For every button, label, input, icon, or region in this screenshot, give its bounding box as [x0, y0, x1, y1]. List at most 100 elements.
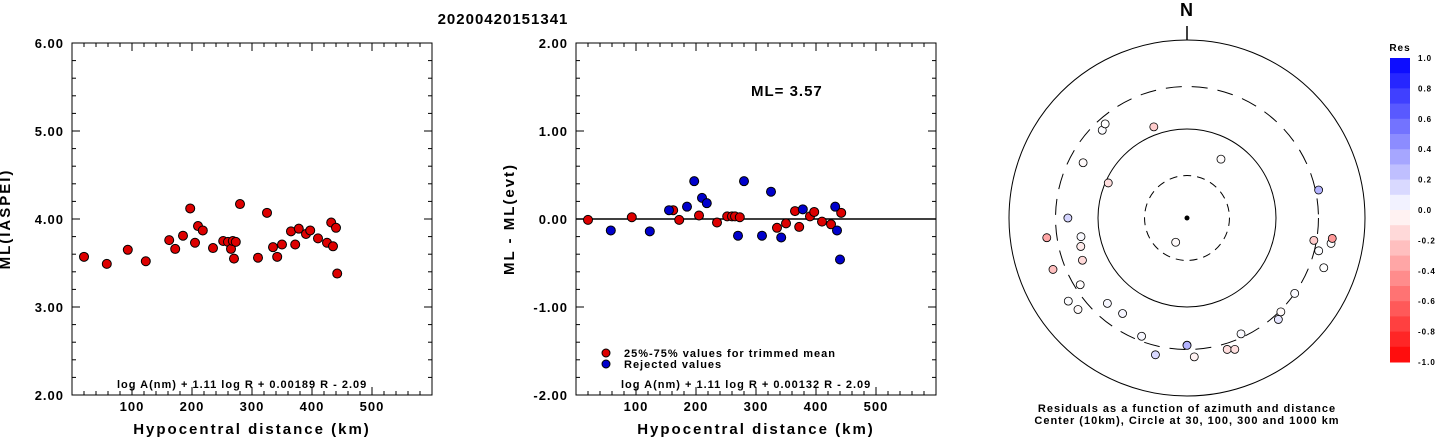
station-marker: [1118, 309, 1127, 318]
colorbar-segment: [1390, 301, 1410, 317]
station-marker: [1276, 307, 1286, 317]
colorbar-segment: [1390, 73, 1410, 89]
data-point: [739, 176, 749, 187]
data-point: [836, 207, 847, 218]
colorbar-segment: [1390, 179, 1410, 196]
panel-residual-vs-distance: 100 200 300 400 500 -2.00 -1.00 0.00 1.00 2.00 Hyp…: [501, 36, 937, 438]
station-marker: [1236, 329, 1246, 339]
data-point: [290, 239, 301, 250]
data-point: [832, 225, 842, 236]
station-marker: [1222, 345, 1232, 354]
station-marker: [1078, 158, 1088, 168]
data-point: [164, 235, 175, 246]
data-point: [178, 230, 188, 241]
data-point: [230, 236, 241, 247]
panel-ml-vs-distance: 100 200 300 400 500 2.00 3.00 4.00 5.00 6.00 Hypoc…: [0, 36, 433, 438]
data-point: [331, 222, 341, 233]
data-point: [332, 268, 343, 279]
station-marker: [1319, 263, 1329, 273]
distance-ring: [1144, 175, 1230, 261]
colorbar-segment: [1390, 194, 1410, 211]
station-marker: [1327, 234, 1337, 243]
data-point: [644, 226, 655, 237]
data-point: [197, 225, 208, 236]
data-point: [170, 243, 181, 254]
colorbar-segment: [1390, 149, 1410, 165]
panel-polar-residuals: N Residuals as a function of azimuth and …: [1008, 0, 1366, 427]
x-tick-label: 400: [300, 399, 325, 414]
y-tick-label: -1.00: [533, 300, 568, 315]
distance-ring: [1097, 128, 1277, 308]
x-tick-label: 400: [804, 399, 829, 414]
plot-frame: [71, 42, 433, 396]
data-point: [797, 204, 808, 215]
data-point: [830, 201, 841, 212]
station-marker: [1182, 340, 1192, 350]
data-point: [122, 244, 133, 255]
data-point: [766, 186, 776, 197]
colorbar-segment: [1390, 255, 1410, 272]
y-tick-label: 5.00: [35, 124, 64, 139]
station-marker: [1216, 154, 1226, 164]
colorbar-segment: [1390, 210, 1410, 226]
station-marker: [1314, 246, 1324, 256]
y-tick-label: 3.00: [35, 300, 64, 315]
station-marker: [1076, 232, 1086, 242]
y-tick-label: 0.00: [539, 212, 568, 227]
colorbar-segment: [1390, 270, 1410, 287]
data-point: [817, 216, 827, 227]
station-marker: [1048, 265, 1058, 274]
ml-annotation: ML= 3.57: [751, 83, 823, 100]
data-point: [772, 222, 782, 233]
x-tick-label: 100: [120, 399, 145, 414]
colorbar-title: Res: [1389, 43, 1410, 54]
colorbar-segment: [1390, 88, 1410, 105]
station-marker: [1189, 352, 1199, 362]
formula-label: log A(nm) + 1.11 log R + 0.00189 R - 2.0…: [117, 379, 367, 391]
station-marker: [1063, 296, 1073, 306]
data-point: [682, 201, 692, 212]
colorbar-segment: [1390, 225, 1410, 241]
polar-caption-line2: Center (10km), Circle at 30, 100, 300 an…: [1034, 415, 1339, 427]
data-point: [826, 219, 836, 230]
x-axis-label: Hypocentral distance (km): [133, 421, 371, 438]
colorbar-segment: [1390, 103, 1410, 120]
legend-label: 25%-75% values for trimmed mean: [624, 348, 836, 360]
data-point: [583, 214, 593, 225]
data-point: [734, 212, 745, 223]
data-point: [757, 230, 767, 241]
x-tick-label: 300: [240, 399, 265, 414]
station-marker: [1151, 350, 1160, 360]
data-point: [664, 205, 674, 216]
data-point: [733, 230, 743, 241]
station-marker: [1149, 122, 1159, 132]
legend-marker: [601, 359, 611, 369]
colorbar-tick-label: -0.8: [1418, 328, 1436, 337]
data-point: [605, 225, 616, 236]
y-tick-label: 6.00: [35, 36, 64, 51]
colorbar-tick-label: 0.2: [1418, 176, 1432, 185]
data-point: [253, 252, 263, 263]
distance-ring: [1055, 86, 1319, 350]
colorbar-tick-label: 0.4: [1418, 145, 1432, 154]
x-tick-label: 100: [624, 399, 649, 414]
data-point: [701, 198, 712, 209]
y-tick-label: 2.00: [539, 36, 568, 51]
station-marker: [1230, 344, 1240, 354]
colorbar-tick-label: 0.8: [1418, 84, 1432, 93]
data-point: [694, 210, 704, 221]
data-point: [626, 212, 637, 223]
colorbar-segment: [1390, 286, 1410, 302]
colorbar-segment: [1390, 346, 1410, 363]
colorbar-tick-label: 1.0: [1418, 54, 1432, 63]
data-point: [293, 223, 304, 234]
polar-caption-line1: Residuals as a function of azimuth and d…: [1038, 403, 1336, 415]
y-axis-label: ML(IASPEI): [0, 169, 14, 270]
station-marker: [1073, 305, 1083, 314]
station-marker: [1309, 235, 1319, 245]
data-point: [79, 251, 89, 262]
station-marker: [1100, 119, 1110, 129]
data-point: [235, 199, 245, 210]
colorbar-segment: [1390, 58, 1410, 74]
